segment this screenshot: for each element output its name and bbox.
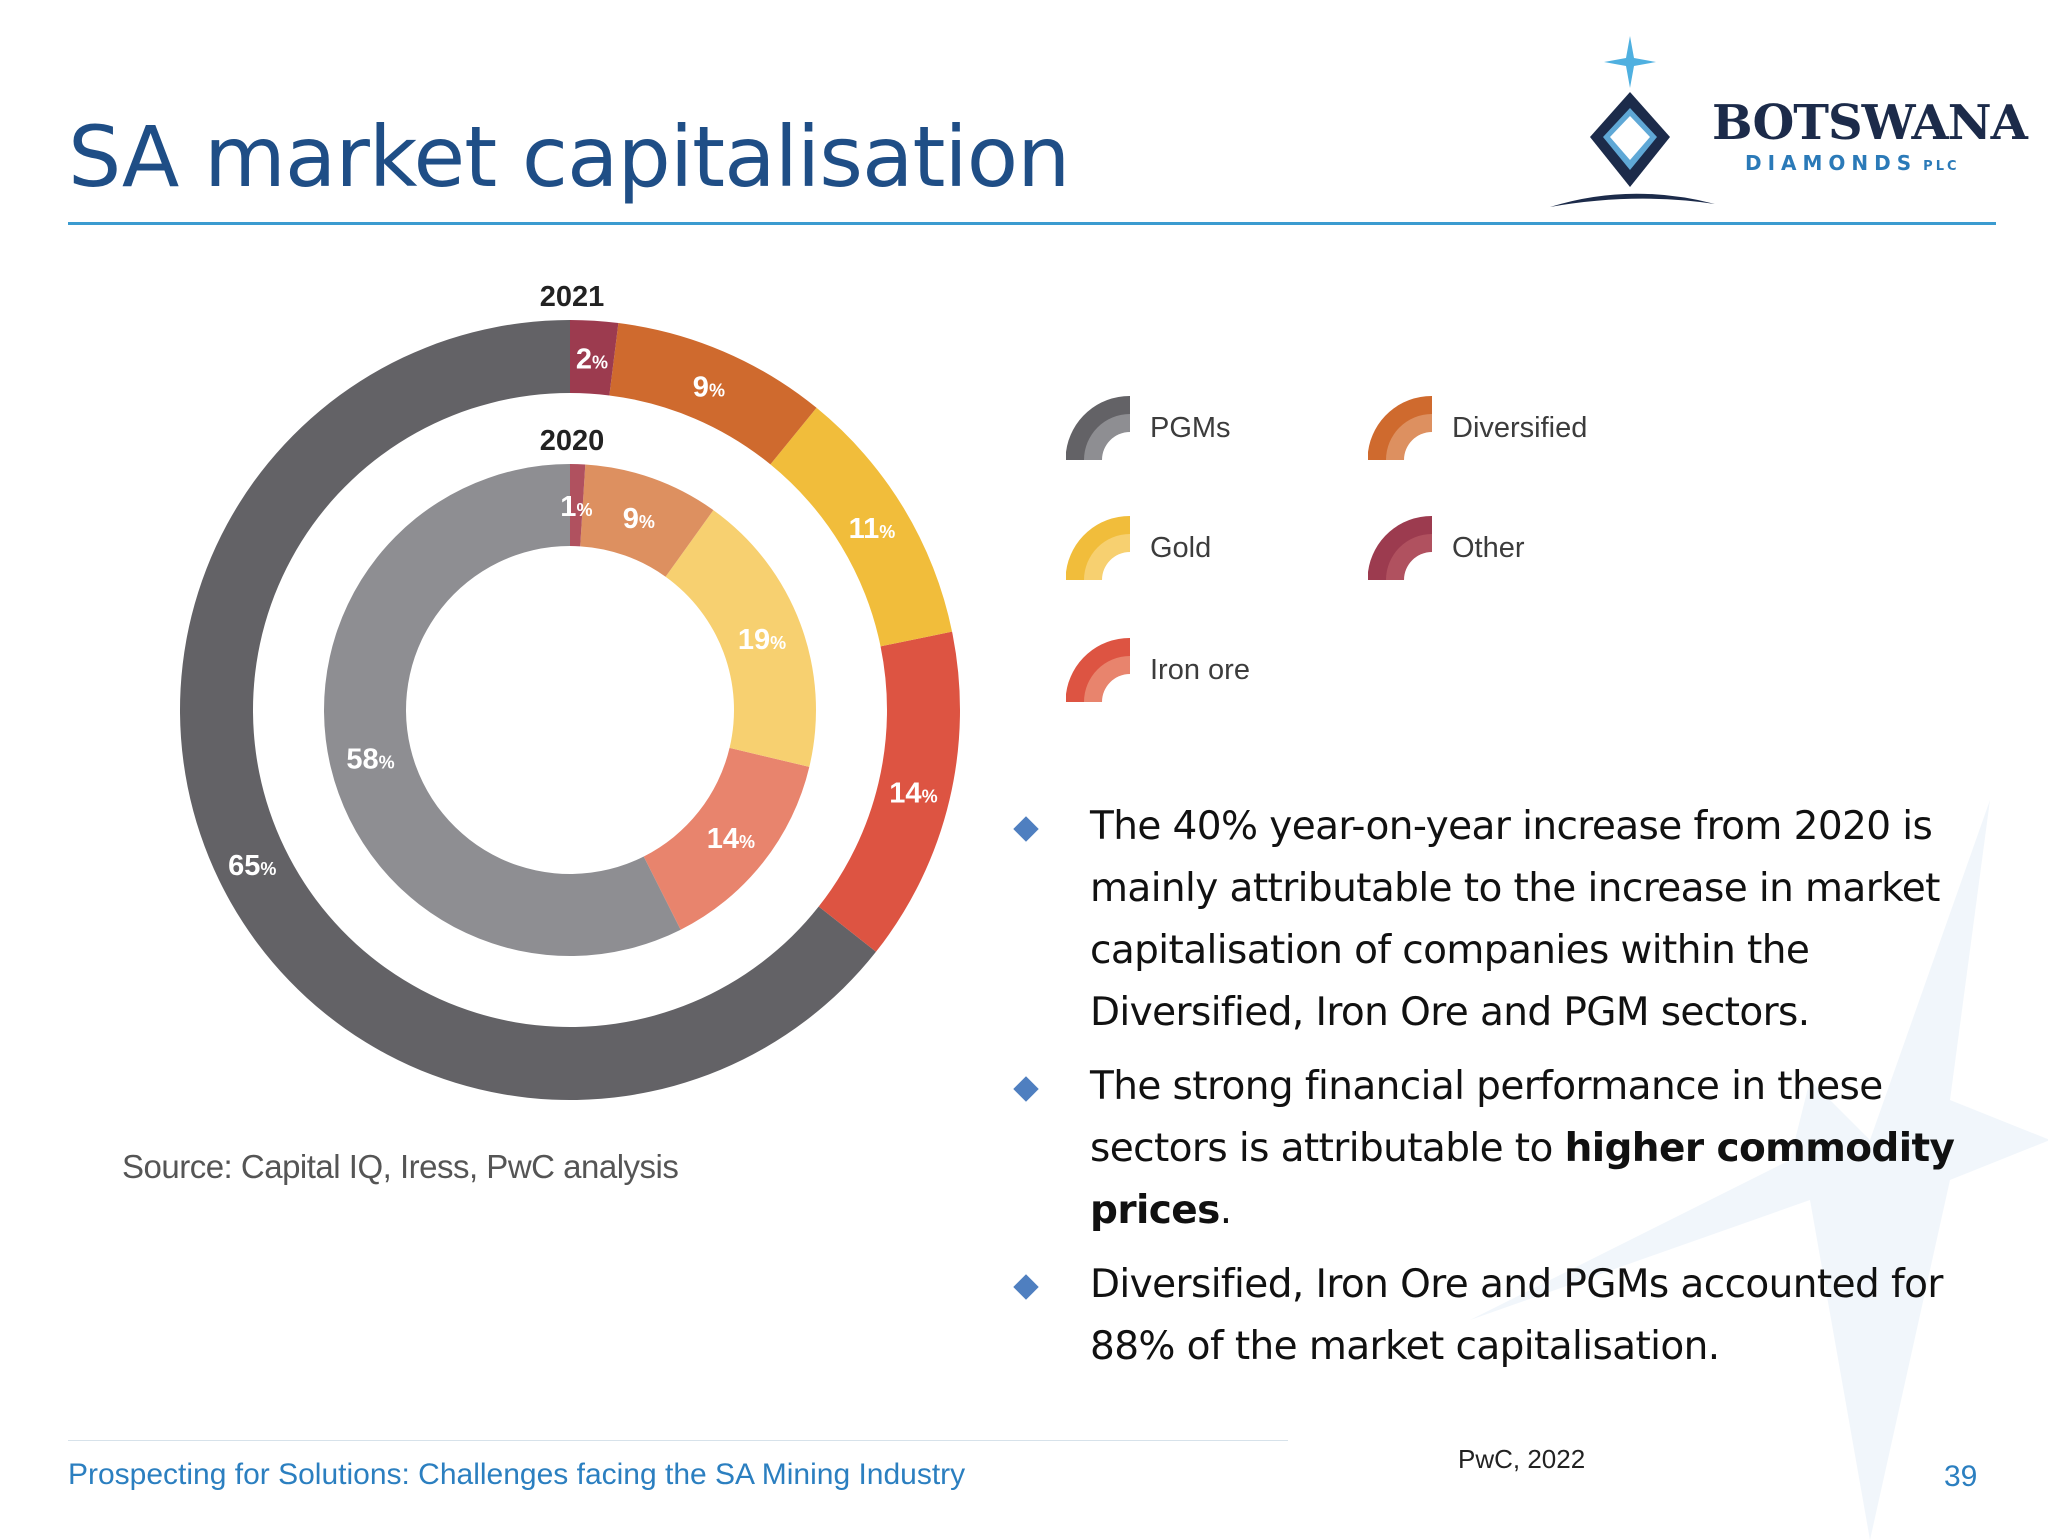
botswana-diamonds-logo xyxy=(1550,36,1715,207)
bullet-text: . xyxy=(1219,1188,1232,1233)
ring-label-2021: 2021 xyxy=(540,281,605,313)
page-number: 39 xyxy=(1944,1460,1978,1493)
legend-swatch-diversified xyxy=(1368,395,1432,460)
legend-swatch-iron-ore xyxy=(1066,637,1130,702)
diamond-bullet-icon xyxy=(1013,816,1039,842)
legend-label: Other xyxy=(1452,531,1525,564)
legend-item-diversified: Diversified xyxy=(1364,392,1587,464)
logo-name: BOTSWANA xyxy=(1712,95,2028,151)
swoosh-icon xyxy=(1550,193,1715,207)
footer-text: Prospecting for Solutions: Challenges fa… xyxy=(68,1458,966,1491)
bullet-text: The 40% year-on-year increase from 2020 … xyxy=(1090,804,1940,1035)
background-star-graphic xyxy=(1470,800,2048,1540)
slice-2020-iron-ore xyxy=(643,747,810,930)
diamond-icon xyxy=(1590,92,1670,187)
slice-2020-other xyxy=(570,464,586,547)
diamond-bullet-icon xyxy=(1013,1076,1039,1102)
slice-2021-iron-ore xyxy=(818,631,960,952)
bullet-emphasis: higher commodity prices xyxy=(1090,1126,1955,1233)
bullet-list: The 40% year-on-year increase from 2020 … xyxy=(1010,796,2010,1390)
legend-label: Iron ore xyxy=(1150,653,1250,686)
legend-item-other: Other xyxy=(1364,512,1525,584)
bullet-item: The strong financial performance in thes… xyxy=(1010,1056,2010,1242)
footer-divider xyxy=(68,1440,1288,1441)
diamond-bullet-icon xyxy=(1013,1274,1039,1300)
legend-item-iron-ore: Iron ore xyxy=(1062,634,1250,706)
title-divider xyxy=(68,222,1996,225)
slice-2020-diversified xyxy=(580,464,714,577)
page-title: SA market capitalisation xyxy=(68,108,1070,206)
legend-swatch-pgms xyxy=(1066,395,1130,460)
legend-label: Diversified xyxy=(1452,411,1588,444)
star-icon xyxy=(1604,36,1656,88)
legend-label: Gold xyxy=(1150,531,1212,564)
ring-label-2020: 2020 xyxy=(540,425,605,457)
bullet-item: The 40% year-on-year increase from 2020 … xyxy=(1010,796,2010,1044)
credit-text: PwC, 2022 xyxy=(1458,1444,1586,1474)
slice-2021-diversified xyxy=(609,323,817,465)
chart-source: Source: Capital IQ, Iress, PwC analysis xyxy=(122,1148,679,1185)
bullet-text: The strong financial performance in thes… xyxy=(1090,1064,1883,1171)
logo-subtitle: DIAMONDS PLC xyxy=(1745,151,1960,175)
slice-2021-other xyxy=(570,320,619,396)
slice-2020-gold xyxy=(665,510,816,767)
legend-item-pgms: PGMs xyxy=(1062,392,1231,464)
data-label-2020-diversified: 9% xyxy=(623,503,655,535)
data-label-2020-pgms: 58% xyxy=(346,743,394,775)
bullet-text: Diversified, Iron Ore and PGMs accounted… xyxy=(1090,1262,1943,1369)
legend-label: PGMs xyxy=(1150,411,1231,444)
legend-item-gold: Gold xyxy=(1062,512,1211,584)
legend-swatch-other xyxy=(1368,515,1432,580)
bullet-item: Diversified, Iron Ore and PGMs accounted… xyxy=(1010,1254,2010,1378)
legend-swatch-gold xyxy=(1066,515,1130,580)
slice-2020-pgms xyxy=(323,464,681,957)
slice-2021-gold xyxy=(770,407,953,647)
